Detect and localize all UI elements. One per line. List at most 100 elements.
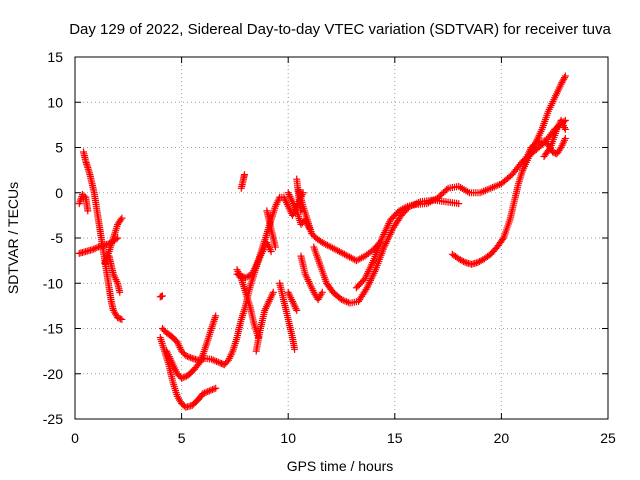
data-point (271, 243, 279, 251)
series-arc-r (295, 186, 384, 265)
data-point (208, 323, 216, 331)
plot-frame (74, 56, 609, 420)
data-point (88, 246, 96, 254)
data-point (207, 386, 215, 394)
series-arc-p (284, 288, 301, 314)
data-point (291, 345, 299, 353)
chart-title: Day 129 of 2022, Sidereal Day-to-day VTE… (69, 21, 611, 38)
x-tick-label: 10 (280, 430, 296, 446)
data-point (84, 207, 92, 215)
x-tick-label: 20 (494, 430, 510, 446)
data-point (362, 285, 370, 293)
data-point (338, 296, 345, 304)
data-point (209, 386, 217, 394)
series-arc-e (105, 252, 124, 296)
data-point (207, 355, 215, 363)
y-tick-label: -20 (43, 366, 63, 382)
series-arc-j (233, 266, 262, 342)
data-point (118, 214, 126, 222)
data-point (211, 314, 219, 322)
series-arc-c (75, 191, 92, 215)
data-point (293, 306, 301, 314)
data-point (559, 77, 567, 85)
data-point (187, 354, 195, 362)
data-point (561, 74, 569, 82)
x-tick-label: 5 (178, 430, 186, 446)
data-point (560, 75, 568, 83)
data-point (213, 357, 221, 365)
series-arc-x (540, 116, 569, 161)
data-point (455, 200, 463, 208)
series-arc-h (158, 189, 307, 369)
data-point (267, 248, 275, 256)
grid-lines (75, 57, 608, 419)
series-arc-y (293, 175, 305, 215)
data-point (196, 359, 204, 367)
y-tick-label: 10 (47, 94, 63, 110)
data-point (93, 244, 101, 252)
data-point (561, 72, 569, 80)
data-point (402, 203, 410, 211)
data-point (178, 374, 186, 382)
y-tick-label: -25 (43, 411, 63, 427)
data-series (75, 72, 569, 411)
x-tick-label: 0 (71, 430, 79, 446)
series-arc-w (519, 72, 569, 174)
data-point (460, 258, 468, 266)
data-point (182, 352, 190, 360)
data-point (212, 384, 220, 392)
series-arc-l (233, 239, 275, 282)
series-arc-m (252, 288, 277, 355)
series-arc-v (448, 134, 569, 268)
x-axis-label: GPS time / hours (287, 458, 394, 474)
data-point (557, 80, 565, 88)
data-point (210, 385, 218, 393)
data-point (240, 171, 248, 179)
data-point (498, 236, 506, 244)
series-arc-k (237, 171, 248, 192)
series-arc-i (163, 312, 220, 382)
data-point (212, 312, 220, 320)
data-point (561, 134, 569, 142)
series-arc-s (297, 252, 326, 304)
data-point (318, 288, 326, 296)
data-point (204, 388, 212, 396)
series-arc-f (156, 292, 166, 301)
data-point (211, 357, 219, 365)
data-point (91, 244, 99, 252)
data-point (118, 315, 126, 323)
data-point (297, 207, 305, 215)
data-point (181, 373, 189, 381)
y-tick-label: 15 (47, 49, 63, 65)
data-point (158, 292, 166, 300)
data-point (209, 321, 217, 329)
y-axis-label: SDTVAR / TECUs (5, 182, 21, 294)
data-point (214, 358, 222, 366)
series-arc-o (276, 279, 299, 353)
y-tick-label: -10 (43, 275, 63, 291)
data-point (561, 125, 569, 133)
data-point (443, 186, 451, 194)
data-point (179, 374, 187, 382)
y-tick-label: -5 (51, 230, 64, 246)
data-point (205, 387, 213, 395)
data-point (90, 245, 98, 253)
series-arc-b (80, 148, 126, 323)
data-point (209, 319, 217, 327)
data-point (209, 356, 217, 364)
x-tick-label: 15 (387, 430, 403, 446)
y-tick-label: 0 (55, 185, 63, 201)
y-tick-label: -15 (43, 321, 63, 337)
series-arc-t (310, 196, 463, 307)
data-point (558, 79, 566, 87)
data-point (210, 315, 218, 323)
data-point (117, 216, 125, 224)
series-arc-d (101, 214, 126, 267)
x-tick-label: 25 (600, 430, 616, 446)
series-arc-n (263, 207, 279, 251)
data-point (545, 145, 553, 153)
data-point (116, 315, 124, 323)
data-point (202, 388, 210, 396)
data-point (341, 297, 349, 305)
